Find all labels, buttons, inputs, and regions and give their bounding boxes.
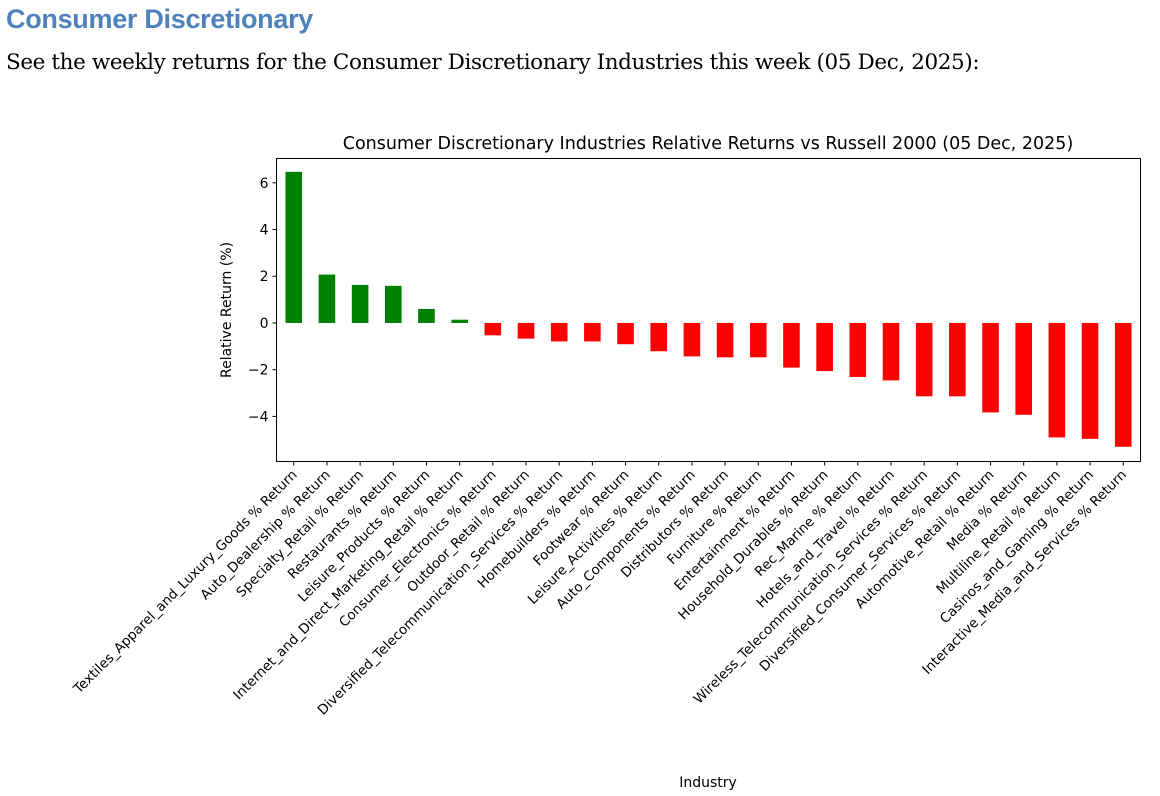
bar xyxy=(949,322,966,397)
bar xyxy=(783,322,800,368)
bar xyxy=(716,322,734,358)
bar xyxy=(816,322,833,372)
y-tick-label: 4 xyxy=(260,223,269,239)
x-axis-label: Industry xyxy=(679,775,737,791)
plot-frame xyxy=(276,158,1141,462)
chart-title: Consumer Discretionary Industries Relati… xyxy=(343,134,1074,154)
bar xyxy=(1048,322,1066,438)
y-tick-label: −2 xyxy=(248,363,269,379)
y-tick-label: 6 xyxy=(260,176,269,192)
bar xyxy=(1015,322,1033,415)
bar xyxy=(1081,322,1099,439)
bar xyxy=(650,322,668,352)
bar xyxy=(517,322,535,339)
bar xyxy=(418,308,435,323)
bar xyxy=(384,285,402,323)
bar xyxy=(683,322,701,357)
y-axis-label: Relative Return (%) xyxy=(219,242,235,378)
y-tick-label: 0 xyxy=(260,316,269,332)
bar xyxy=(318,274,336,323)
bar xyxy=(351,284,369,323)
y-tick-label: −4 xyxy=(248,409,269,425)
bar xyxy=(285,171,303,323)
bar xyxy=(1114,322,1132,447)
bar xyxy=(882,322,900,381)
y-tick-label: 2 xyxy=(260,269,269,285)
bar xyxy=(915,322,933,397)
bar xyxy=(617,322,634,345)
bar xyxy=(584,322,601,342)
bar xyxy=(849,322,867,377)
bar xyxy=(451,319,468,323)
bar xyxy=(982,322,999,413)
section-heading: Consumer Discretionary xyxy=(6,4,313,34)
bar xyxy=(484,322,502,336)
bar xyxy=(749,322,767,358)
intro-text: See the weekly returns for the Consumer … xyxy=(6,50,980,75)
bar xyxy=(550,322,568,342)
